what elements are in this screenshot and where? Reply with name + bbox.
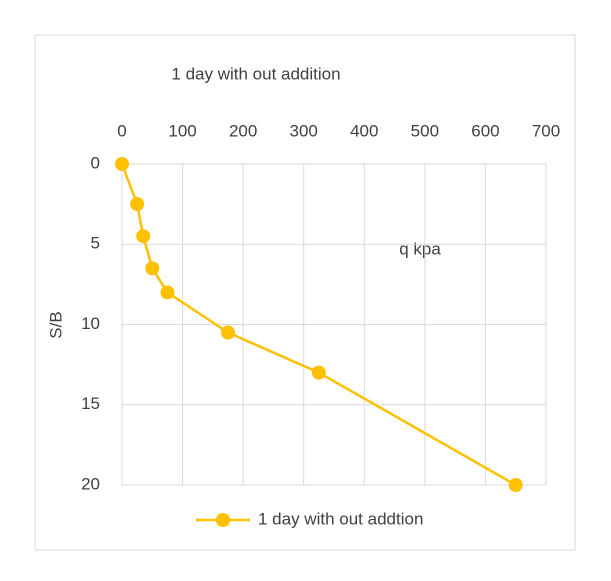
y-axis-label: S/B: [46, 311, 65, 338]
data-point: [160, 285, 175, 300]
x-tick-label: 400: [350, 121, 378, 140]
y-tick-label: 20: [81, 474, 100, 493]
x-tick-label: 500: [411, 121, 439, 140]
data-point: [311, 365, 326, 380]
y-tick-label: 0: [91, 153, 100, 172]
data-point: [221, 325, 235, 340]
x-tick-label: 700: [532, 121, 560, 140]
legend-label: 1 day with out addtion: [258, 509, 423, 528]
y-tick-label: 10: [81, 314, 100, 333]
x-axis-label: q kpa: [399, 239, 441, 258]
x-tick-label: 600: [471, 121, 499, 140]
data-point: [115, 157, 129, 171]
y-tick-label: 5: [91, 234, 100, 253]
x-tick-label: 300: [290, 121, 318, 140]
chart-title: 1 day with out addition: [171, 64, 340, 83]
data-point: [145, 261, 160, 276]
y-tick-label: 15: [81, 394, 100, 413]
data-point: [136, 229, 151, 244]
data-point: [508, 478, 523, 492]
legend-marker: [216, 513, 230, 527]
x-tick-label: 100: [168, 121, 196, 140]
x-tick-label: 200: [229, 121, 257, 140]
data-point: [130, 197, 145, 212]
x-tick-label: 0: [117, 121, 126, 140]
